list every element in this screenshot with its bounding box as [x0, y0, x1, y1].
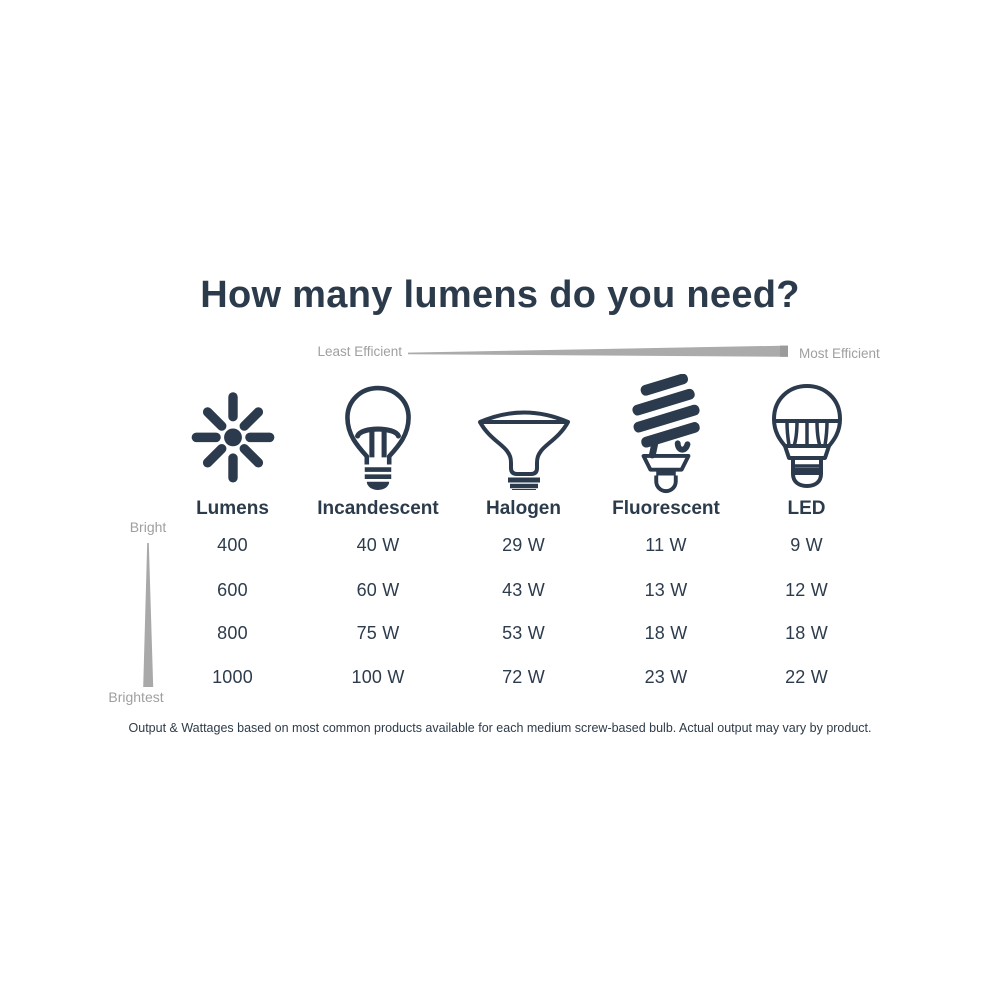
- table-cell-incandescent-600: 60 W: [356, 579, 400, 600]
- footnote-text: Output & Wattages based on most common p…: [128, 721, 872, 735]
- table-cell-led-800: 18 W: [785, 623, 828, 643]
- table-cell-incandescent-800: 75 W: [356, 623, 400, 643]
- column-header-fluorescent: Fluorescent: [612, 498, 720, 519]
- table-cell-led-400: 9 W: [790, 534, 823, 555]
- column-header-lumens: Lumens: [196, 498, 269, 519]
- column-header-incandescent: Incandescent: [317, 498, 439, 519]
- table-cell-led-600: 12 W: [785, 579, 828, 600]
- table-cell-incandescent-1000: 100 W: [351, 666, 405, 687]
- table-cell-lumens-600: 600: [217, 579, 248, 600]
- least-efficient-label: Least Efficient: [317, 344, 402, 359]
- table-cell-fluorescent-600: 13 W: [644, 579, 688, 600]
- table-cell-lumens-400: 400: [217, 534, 248, 555]
- table-cell-halogen-600: 43 W: [502, 579, 545, 600]
- table-cell-halogen-1000: 72 W: [502, 666, 545, 687]
- page-title: How many lumens do you need?: [200, 274, 800, 316]
- table-cell-halogen-400: 29 W: [502, 534, 545, 555]
- table-cell-fluorescent-800: 18 W: [644, 623, 688, 643]
- halogen-icon-cell: [451, 368, 596, 496]
- fluorescent-icon-cell: [596, 368, 736, 496]
- table-cell-lumens-800: 800: [217, 623, 248, 643]
- incandescent-bulb-icon: [345, 385, 411, 490]
- column-header-led: LED: [787, 498, 826, 519]
- incandescent-icon-cell: [305, 368, 451, 496]
- table-cell-fluorescent-1000: 23 W: [644, 666, 688, 687]
- brightness-gradient-wedge-icon: [143, 543, 154, 687]
- most-efficient-label: Most Efficient: [799, 346, 880, 361]
- table-cell-fluorescent-400: 11 W: [645, 534, 687, 555]
- led-icon-cell: [736, 368, 877, 496]
- cfl-spiral-bulb-icon: [632, 374, 700, 494]
- table-cell-led-1000: 22 W: [785, 666, 828, 687]
- bright-label: Bright: [129, 519, 167, 535]
- halogen-bulb-icon: [477, 410, 570, 490]
- brightest-label: Brightest: [108, 689, 164, 705]
- efficiency-gradient-wedge-icon: [408, 345, 788, 357]
- sunburst-rays-icon: [191, 392, 274, 483]
- comparison-table: Lumens Incandescent Halogen Fluorescent …: [160, 368, 877, 699]
- table-cell-incandescent-400: 40 W: [356, 534, 400, 555]
- table-cell-lumens-1000: 1000: [212, 666, 253, 687]
- column-header-halogen: Halogen: [486, 498, 561, 519]
- led-bulb-icon: [771, 384, 842, 488]
- lumens-icon-cell: [160, 368, 305, 496]
- table-cell-halogen-800: 53 W: [502, 623, 545, 643]
